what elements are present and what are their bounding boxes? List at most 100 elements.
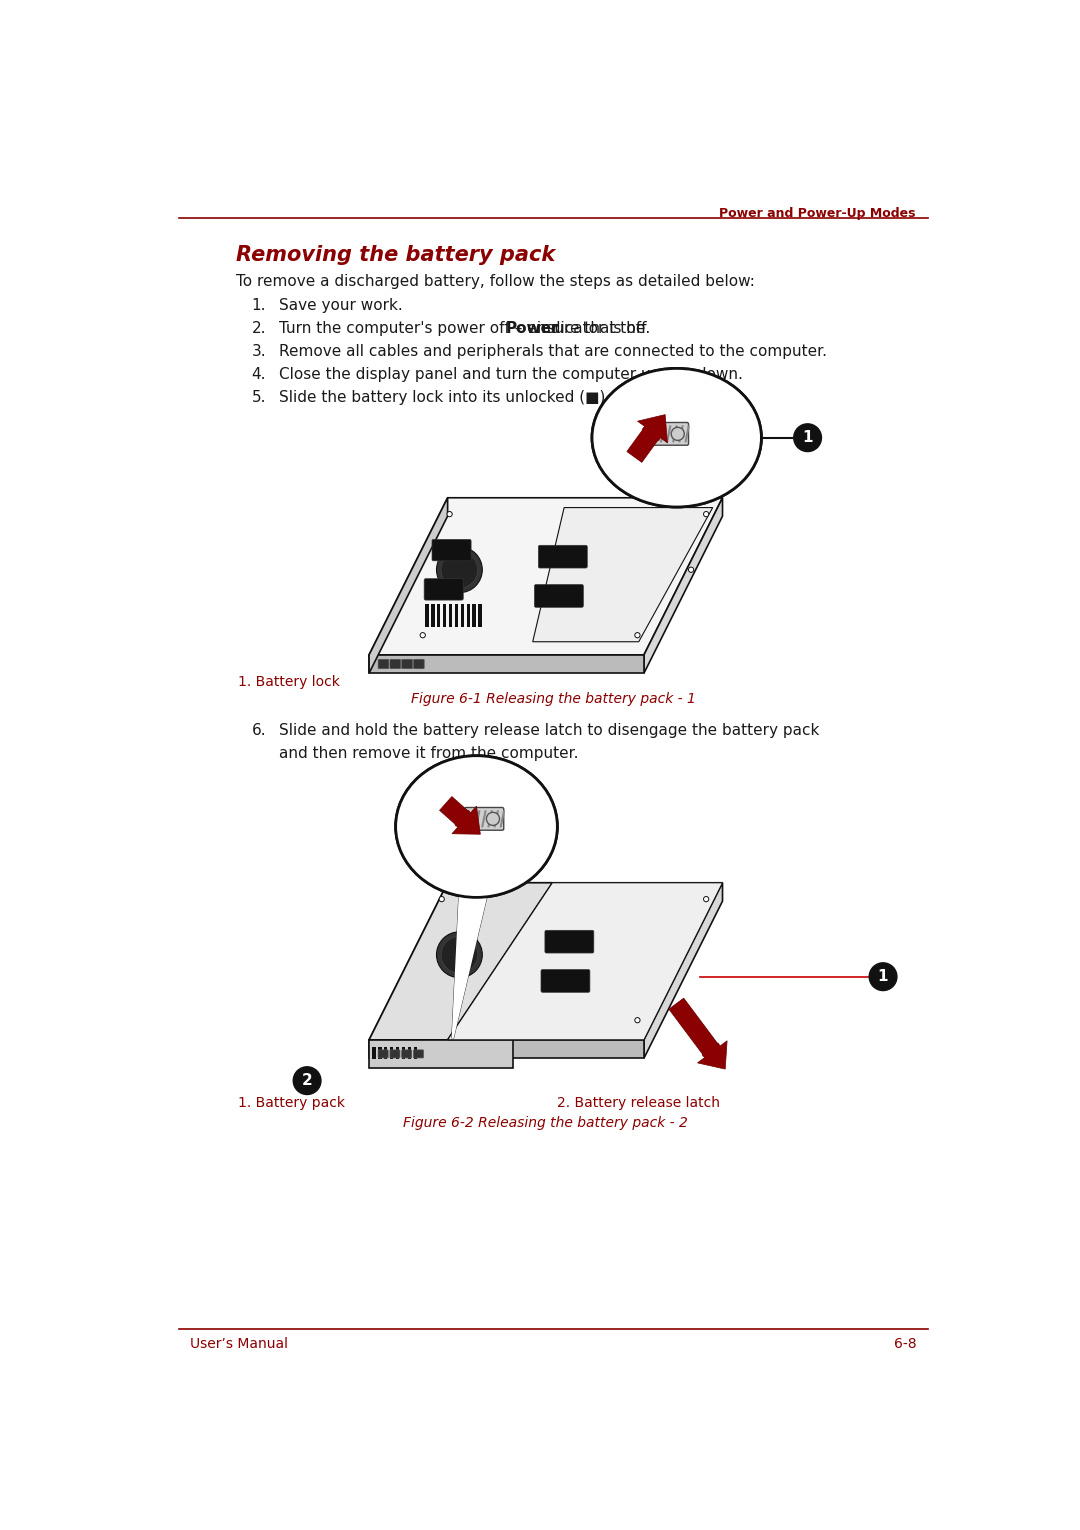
Circle shape bbox=[635, 1017, 640, 1024]
Ellipse shape bbox=[592, 369, 761, 506]
Polygon shape bbox=[453, 869, 492, 1039]
Polygon shape bbox=[626, 415, 667, 462]
Polygon shape bbox=[447, 883, 723, 1040]
FancyBboxPatch shape bbox=[467, 604, 470, 627]
Text: 4.: 4. bbox=[252, 367, 266, 382]
Circle shape bbox=[703, 897, 708, 901]
Text: 5.: 5. bbox=[252, 390, 266, 405]
Polygon shape bbox=[369, 1040, 513, 1068]
FancyBboxPatch shape bbox=[472, 604, 476, 627]
FancyBboxPatch shape bbox=[449, 604, 453, 627]
FancyBboxPatch shape bbox=[424, 578, 463, 600]
Text: User’s Manual: User’s Manual bbox=[190, 1337, 288, 1351]
FancyBboxPatch shape bbox=[437, 604, 441, 627]
Polygon shape bbox=[669, 998, 727, 1069]
FancyBboxPatch shape bbox=[378, 1050, 388, 1057]
Circle shape bbox=[441, 551, 477, 588]
FancyBboxPatch shape bbox=[538, 545, 588, 568]
Polygon shape bbox=[440, 797, 481, 834]
FancyBboxPatch shape bbox=[390, 659, 401, 669]
Polygon shape bbox=[369, 497, 723, 655]
Polygon shape bbox=[369, 655, 644, 673]
Text: Figure 6-2 Releasing the battery pack - 2: Figure 6-2 Releasing the battery pack - … bbox=[403, 1115, 688, 1131]
FancyBboxPatch shape bbox=[390, 1050, 400, 1057]
Circle shape bbox=[420, 632, 426, 638]
Polygon shape bbox=[369, 1040, 644, 1059]
Polygon shape bbox=[453, 869, 492, 1039]
Text: 1: 1 bbox=[802, 430, 813, 445]
Polygon shape bbox=[369, 883, 723, 1040]
Polygon shape bbox=[644, 883, 723, 1059]
FancyBboxPatch shape bbox=[378, 1048, 381, 1059]
Polygon shape bbox=[369, 883, 552, 1040]
FancyBboxPatch shape bbox=[649, 422, 689, 445]
Text: Removing the battery pack: Removing the battery pack bbox=[237, 245, 555, 265]
Text: Figure 6-1 Releasing the battery pack - 1: Figure 6-1 Releasing the battery pack - … bbox=[411, 692, 696, 705]
Text: Save your work.: Save your work. bbox=[279, 297, 403, 312]
FancyBboxPatch shape bbox=[545, 930, 594, 953]
Text: Power and Power-Up Modes: Power and Power-Up Modes bbox=[719, 207, 916, 220]
FancyBboxPatch shape bbox=[414, 1048, 417, 1059]
FancyBboxPatch shape bbox=[378, 659, 389, 669]
FancyBboxPatch shape bbox=[402, 1048, 405, 1059]
FancyBboxPatch shape bbox=[396, 1048, 400, 1059]
Ellipse shape bbox=[395, 756, 557, 898]
FancyBboxPatch shape bbox=[408, 1048, 411, 1059]
FancyBboxPatch shape bbox=[443, 604, 446, 627]
Text: Slide and hold the battery release latch to disengage the battery pack: Slide and hold the battery release latch… bbox=[279, 722, 819, 737]
FancyBboxPatch shape bbox=[402, 659, 413, 669]
Text: indicator is off.: indicator is off. bbox=[532, 321, 651, 335]
Text: 2: 2 bbox=[301, 1073, 312, 1088]
Circle shape bbox=[294, 1066, 321, 1094]
Ellipse shape bbox=[395, 756, 557, 898]
Circle shape bbox=[635, 632, 640, 638]
Text: Close the display panel and turn the computer upside down.: Close the display panel and turn the com… bbox=[279, 367, 742, 382]
FancyBboxPatch shape bbox=[432, 540, 471, 562]
FancyBboxPatch shape bbox=[390, 1048, 393, 1059]
Circle shape bbox=[441, 936, 477, 973]
Text: 6.: 6. bbox=[252, 722, 267, 737]
FancyBboxPatch shape bbox=[414, 659, 424, 669]
Circle shape bbox=[688, 568, 693, 572]
Text: 3.: 3. bbox=[252, 344, 267, 358]
Text: Turn the computer's power off – ensure that the: Turn the computer's power off – ensure t… bbox=[279, 321, 650, 335]
Circle shape bbox=[440, 897, 444, 901]
Polygon shape bbox=[660, 479, 693, 505]
Text: 1: 1 bbox=[878, 968, 889, 984]
Text: To remove a discharged battery, follow the steps as detailed below:: To remove a discharged battery, follow t… bbox=[237, 274, 755, 289]
Polygon shape bbox=[660, 479, 693, 505]
FancyBboxPatch shape bbox=[464, 808, 503, 831]
Circle shape bbox=[794, 424, 822, 451]
Text: 2.: 2. bbox=[252, 321, 266, 335]
Polygon shape bbox=[644, 497, 723, 673]
Polygon shape bbox=[532, 508, 713, 641]
Text: 2. Battery release latch: 2. Battery release latch bbox=[557, 1095, 720, 1111]
Text: Power: Power bbox=[505, 321, 559, 335]
FancyBboxPatch shape bbox=[431, 604, 434, 627]
Text: and then remove it from the computer.: and then remove it from the computer. bbox=[279, 745, 578, 760]
Circle shape bbox=[703, 511, 708, 517]
Text: 1. Battery lock: 1. Battery lock bbox=[238, 675, 340, 688]
FancyBboxPatch shape bbox=[535, 584, 583, 607]
FancyBboxPatch shape bbox=[541, 970, 590, 993]
Polygon shape bbox=[369, 497, 447, 673]
Circle shape bbox=[436, 932, 483, 978]
FancyBboxPatch shape bbox=[414, 1050, 423, 1057]
Ellipse shape bbox=[592, 369, 761, 506]
FancyBboxPatch shape bbox=[402, 1050, 411, 1057]
Circle shape bbox=[671, 427, 685, 441]
FancyBboxPatch shape bbox=[426, 604, 429, 627]
Text: 1. Battery pack: 1. Battery pack bbox=[238, 1095, 345, 1111]
FancyBboxPatch shape bbox=[384, 1048, 388, 1059]
FancyBboxPatch shape bbox=[461, 604, 464, 627]
FancyBboxPatch shape bbox=[373, 1048, 376, 1059]
Text: Remove all cables and peripherals that are connected to the computer.: Remove all cables and peripherals that a… bbox=[279, 344, 826, 358]
FancyBboxPatch shape bbox=[478, 604, 482, 627]
Circle shape bbox=[447, 511, 453, 517]
Circle shape bbox=[486, 812, 500, 825]
FancyBboxPatch shape bbox=[455, 604, 458, 627]
Circle shape bbox=[869, 962, 896, 990]
Text: 1.: 1. bbox=[252, 297, 266, 312]
Text: 6-8: 6-8 bbox=[894, 1337, 917, 1351]
Circle shape bbox=[436, 546, 483, 592]
